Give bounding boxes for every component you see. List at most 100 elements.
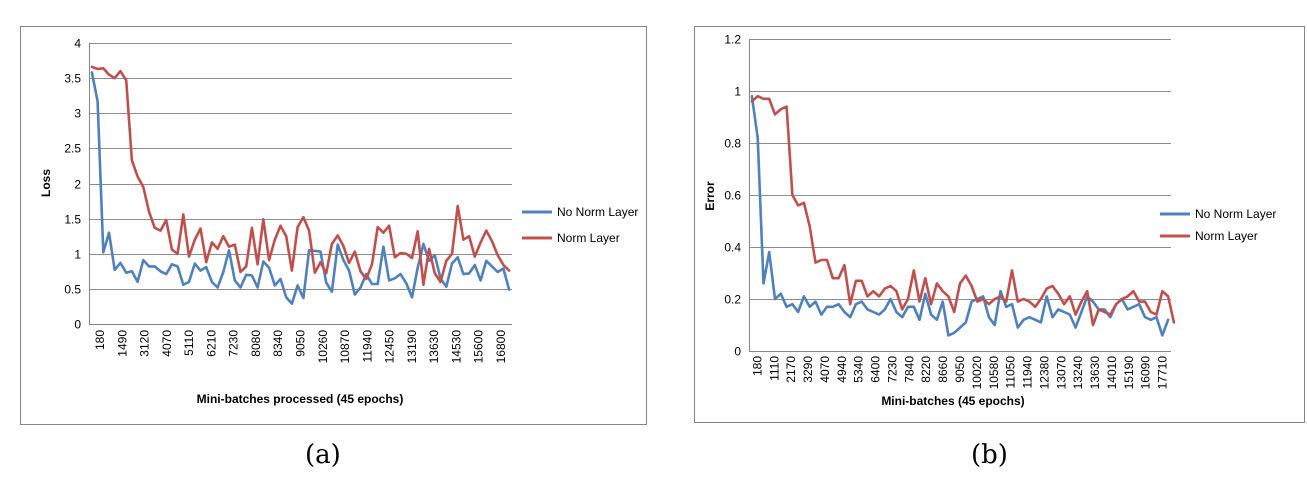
data-point-no-norm-layer — [785, 305, 788, 308]
data-point-norm-layer — [837, 277, 840, 280]
data-point-no-norm-layer — [1063, 311, 1065, 313]
data-point-norm-layer — [855, 279, 857, 282]
x-tick-label: 15600 — [472, 330, 486, 364]
data-point-norm-layer — [1074, 313, 1077, 316]
data-point-no-norm-layer — [1167, 318, 1169, 321]
data-point-no-norm-layer — [1080, 311, 1083, 313]
data-point-norm-layer — [313, 271, 316, 274]
data-point-norm-layer — [273, 238, 276, 241]
data-point-no-norm-layer — [855, 303, 857, 306]
data-point-norm-layer — [1068, 295, 1071, 298]
x-axis-title: Mini-batches (45 epochs) — [881, 394, 1024, 408]
caption-a: (a) — [305, 440, 341, 470]
data-point-norm-layer — [422, 283, 425, 286]
data-point-norm-layer — [222, 235, 225, 238]
x-tick-label: 17710 — [1156, 356, 1170, 390]
data-point-no-norm-layer — [797, 311, 799, 313]
x-tick-label: 14530 — [449, 330, 463, 364]
data-point-norm-layer — [262, 218, 265, 221]
data-point-norm-layer — [491, 240, 493, 243]
data-point-no-norm-layer — [165, 273, 168, 275]
x-tick-label: 7230 — [227, 330, 241, 357]
data-point-norm-layer — [912, 269, 915, 272]
data-point-norm-layer — [872, 290, 875, 293]
x-tick-label: 7230 — [885, 356, 899, 383]
data-point-norm-layer — [496, 254, 499, 257]
data-point-no-norm-layer — [803, 295, 805, 298]
data-point-no-norm-layer — [1045, 295, 1048, 298]
data-point-norm-layer — [907, 298, 909, 300]
x-tick-label: 13070 — [1054, 356, 1068, 390]
data-point-no-norm-layer — [1126, 308, 1129, 311]
data-point-no-norm-layer — [359, 286, 362, 289]
data-point-no-norm-layer — [491, 265, 493, 268]
data-point-norm-layer — [1022, 298, 1025, 300]
x-tick-label: 10020 — [970, 356, 984, 390]
data-point-no-norm-layer — [428, 259, 430, 262]
data-point-no-norm-layer — [866, 308, 869, 311]
data-point-no-norm-layer — [348, 269, 350, 272]
data-point-norm-layer — [325, 272, 328, 275]
data-point-no-norm-layer — [353, 293, 356, 296]
data-point-no-norm-layer — [108, 231, 110, 234]
data-point-norm-layer — [428, 247, 430, 250]
data-point-norm-layer — [176, 252, 179, 255]
data-point-no-norm-layer — [970, 300, 973, 303]
data-point-no-norm-layer — [756, 136, 759, 139]
data-point-no-norm-layer — [296, 284, 299, 287]
data-point-norm-layer — [999, 295, 1002, 298]
data-point-norm-layer — [188, 255, 190, 258]
data-point-norm-layer — [762, 97, 765, 100]
data-point-norm-layer — [1011, 269, 1013, 272]
data-point-no-norm-layer — [422, 243, 425, 245]
x-tick-label: 16090 — [1139, 356, 1153, 390]
data-point-no-norm-layer — [964, 321, 967, 324]
data-point-no-norm-layer — [1022, 318, 1025, 321]
data-point-norm-layer — [451, 252, 453, 255]
data-point-no-norm-layer — [399, 273, 402, 275]
data-point-no-norm-layer — [1138, 303, 1141, 306]
y-tick-label: 0 — [74, 318, 81, 332]
y-tick-label: 3 — [74, 107, 81, 121]
data-point-norm-layer — [205, 261, 208, 264]
data-point-norm-layer — [308, 229, 310, 232]
x-tick-label: 13630 — [427, 330, 441, 364]
data-point-norm-layer — [1121, 298, 1123, 300]
data-point-no-norm-layer — [1057, 308, 1060, 311]
data-point-norm-layer — [1161, 290, 1164, 293]
data-point-norm-layer — [245, 265, 248, 268]
data-point-no-norm-layer — [313, 250, 316, 252]
y-tick-label: 4 — [74, 37, 81, 51]
y-axis-title: Error — [703, 181, 717, 211]
data-point-norm-layer — [148, 210, 150, 213]
data-point-norm-layer — [774, 113, 776, 116]
data-point-norm-layer — [456, 205, 459, 207]
data-point-no-norm-layer — [171, 263, 173, 266]
data-point-no-norm-layer — [119, 262, 122, 264]
data-point-norm-layer — [153, 226, 156, 229]
data-point-norm-layer — [895, 290, 898, 293]
data-point-norm-layer — [1173, 321, 1175, 324]
data-point-no-norm-layer — [405, 282, 408, 285]
x-tick-label: 13630 — [1088, 356, 1102, 390]
x-tick-label: 1490 — [115, 330, 129, 357]
data-point-no-norm-layer — [826, 305, 828, 308]
x-tick-label: 13190 — [405, 330, 419, 364]
data-point-no-norm-layer — [211, 281, 213, 283]
data-point-norm-layer — [445, 259, 448, 262]
data-point-no-norm-layer — [193, 262, 196, 265]
data-point-norm-layer — [165, 219, 168, 221]
y-tick-label: 0.2 — [724, 293, 741, 307]
data-point-norm-layer — [785, 105, 788, 108]
data-point-norm-layer — [1086, 290, 1089, 293]
chart-panel-b: 0 0.2 0.4 0.6 0.8 1 1.2 180 1110 2170 3290 4070 4940… — [660, 0, 1307, 491]
data-point-no-norm-layer — [96, 100, 99, 103]
data-point-norm-layer — [1138, 300, 1141, 303]
data-point-no-norm-layer — [814, 300, 817, 303]
y-tick-label: 1 — [734, 85, 741, 99]
data-point-no-norm-layer — [245, 273, 248, 276]
x-tick-label: 10260 — [316, 330, 330, 364]
data-point-no-norm-layer — [102, 251, 105, 254]
data-point-no-norm-layer — [251, 274, 253, 277]
data-point-no-norm-layer — [451, 262, 453, 265]
